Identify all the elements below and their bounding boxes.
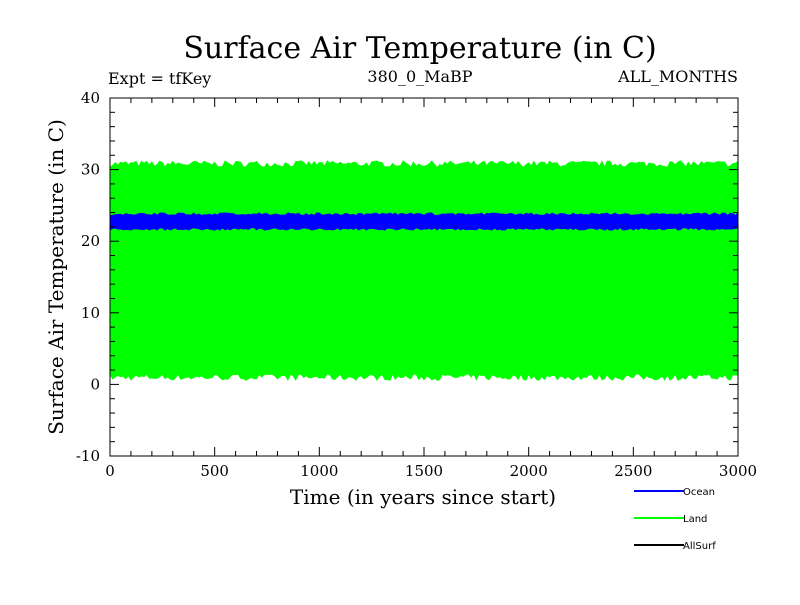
x-tick-label: 2500 — [614, 462, 652, 480]
annotation-left: Expt = tfKey — [108, 69, 211, 88]
series-band-ocean — [109, 212, 739, 231]
legend: Ocean Land AllSurf — [634, 487, 716, 552]
chart-title: Surface Air Temperature (in C) — [183, 31, 656, 66]
y-tick-label: 0 — [90, 375, 100, 393]
axes-layer: 0 500 1000 1500 2000 2500 3000 -10 0 10 20 30 40 — [76, 89, 757, 480]
annotation-right: ALL_MONTHS — [617, 67, 738, 86]
x-tick-label: 2000 — [510, 462, 548, 480]
legend-label-land: Land — [683, 514, 707, 525]
x-tick-label: 0 — [105, 462, 115, 480]
x-tick-label: 1000 — [300, 462, 338, 480]
x-tick-label: 1500 — [405, 462, 443, 480]
x-tick-label: 500 — [200, 462, 229, 480]
legend-label-allsurf: AllSurf — [683, 541, 716, 552]
series-band-land — [109, 160, 739, 381]
legend-label-ocean: Ocean — [683, 487, 715, 498]
y-tick-label: -10 — [76, 447, 100, 465]
y-axis-label: Surface Air Temperature (in C) — [44, 119, 68, 435]
y-tick-label: 40 — [81, 89, 100, 107]
y-tick-label: 30 — [81, 161, 100, 179]
annotation-center: 380_0_MaBP — [367, 67, 472, 86]
y-tick-label: 20 — [81, 232, 100, 250]
x-axis-label: Time (in years since start) — [290, 485, 556, 509]
series-layer — [109, 160, 739, 381]
x-tick-label: 3000 — [719, 462, 757, 480]
y-tick-label: 10 — [81, 304, 100, 322]
